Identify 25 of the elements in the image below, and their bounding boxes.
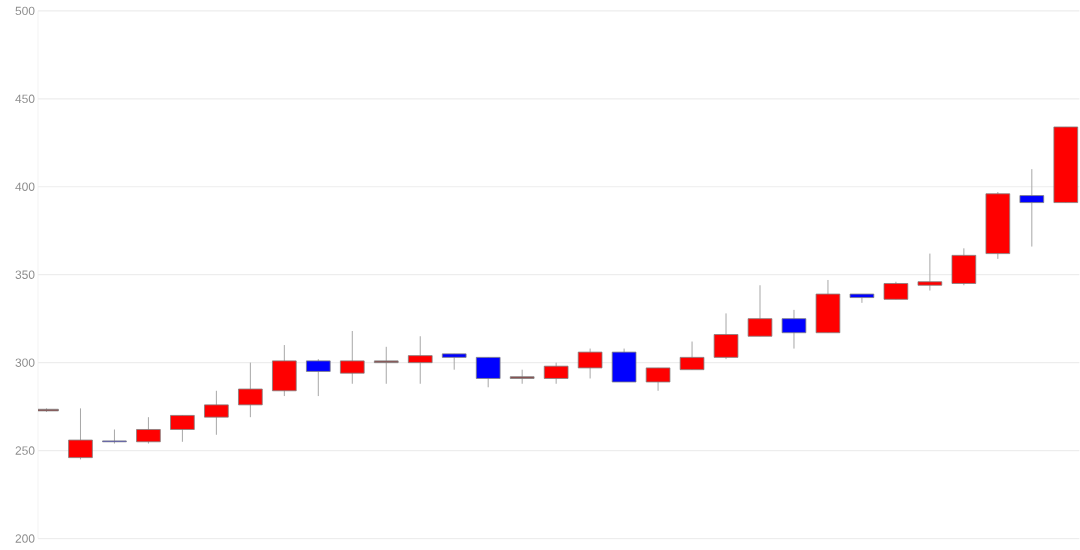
candlestick <box>815 279 841 334</box>
candlestick <box>272 344 297 397</box>
candlestick <box>849 293 875 304</box>
candlestick <box>136 416 161 445</box>
candlestick <box>475 357 501 389</box>
candlestick <box>577 348 603 380</box>
candlestick <box>102 429 127 445</box>
candlestick <box>713 313 739 360</box>
candlestick <box>339 330 365 385</box>
candlestick <box>68 408 93 461</box>
candlestick <box>407 336 433 385</box>
candlestick <box>645 367 671 392</box>
candlestick <box>611 348 637 383</box>
candlestick <box>170 415 195 443</box>
candlestick <box>781 309 807 350</box>
candlestick <box>373 346 399 385</box>
candlestick <box>917 253 943 292</box>
candlestick <box>747 285 773 338</box>
candlestick <box>204 390 229 436</box>
candlestick <box>238 362 263 418</box>
candlestick <box>679 341 705 371</box>
candlestick <box>951 248 977 287</box>
candlestick <box>306 358 331 397</box>
candlestick <box>543 362 569 385</box>
candlestick <box>1019 168 1045 248</box>
